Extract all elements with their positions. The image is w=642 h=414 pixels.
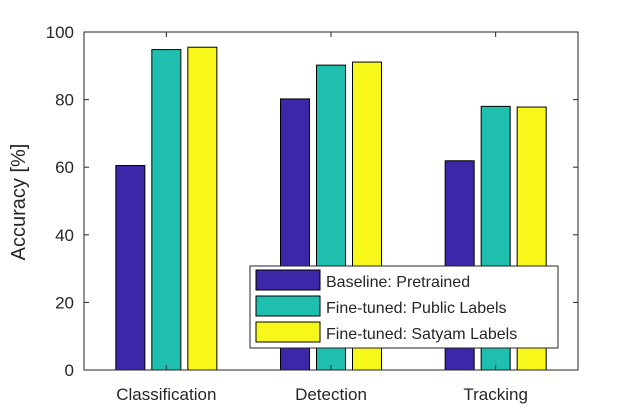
y-tick-label: 40 <box>55 226 74 245</box>
bar-classification-series-2 <box>151 49 182 371</box>
x-tick-label: Classification <box>116 385 216 404</box>
bar-classification-series-3 <box>187 46 218 371</box>
legend-swatch <box>255 269 321 291</box>
y-tick-label: 0 <box>65 361 74 380</box>
y-ticks-group: 0 20 40 60 80 100 <box>46 23 578 380</box>
y-tick-label: 100 <box>46 23 74 42</box>
x-ticks-group: Classification Detection Tracking <box>116 32 528 404</box>
legend: Baseline: Pretrained Fine-tuned: Public L… <box>249 265 559 349</box>
legend-label: Fine-tuned: Satyam Labels <box>326 326 517 343</box>
y-tick-label: 20 <box>55 293 74 312</box>
y-axis-label: Accuracy [%] <box>8 144 30 261</box>
y-tick-label: 80 <box>55 91 74 110</box>
legend-swatch <box>255 295 321 317</box>
plot-area-frame <box>83 31 579 371</box>
legend-label: Fine-tuned: Public Labels <box>326 300 507 317</box>
legend-swatch <box>255 321 321 343</box>
legend-label: Baseline: Pretrained <box>326 274 470 291</box>
y-tick-label: 60 <box>55 158 74 177</box>
bar-classification-series-1 <box>115 165 146 371</box>
x-tick-label: Tracking <box>463 385 528 404</box>
x-tick-label: Detection <box>295 385 367 404</box>
